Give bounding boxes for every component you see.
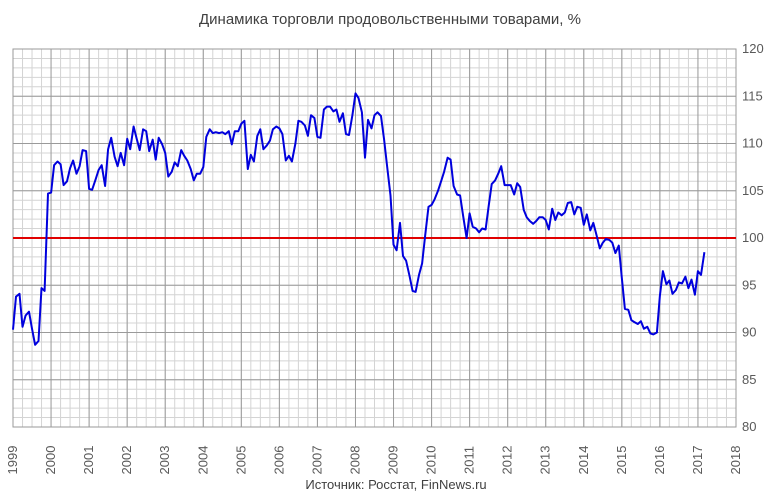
x-tick-label: 2000	[43, 446, 58, 475]
x-tick-label: 2003	[157, 446, 172, 475]
x-tick-label: 2018	[728, 446, 743, 475]
y-tick-label: 90	[742, 325, 756, 340]
y-tick-label: 120	[742, 41, 764, 56]
chart-title: Динамика торговли продовольственными тов…	[199, 11, 581, 28]
y-tick-label: 85	[742, 372, 756, 387]
x-axis-labels: 1999 2000 2001 2002 2003 2004 2005 2006 2007 2008…	[5, 446, 743, 475]
x-tick-label: 2001	[81, 446, 96, 475]
x-tick-label: 2014	[576, 446, 591, 475]
x-tick-label: 2008	[347, 446, 362, 475]
x-tick-label: 2011	[462, 446, 477, 474]
x-tick-label: 2002	[119, 446, 134, 475]
x-tick-label: 2007	[309, 446, 324, 475]
source-note: Источник: Росстат, FinNews.ru	[305, 477, 486, 492]
x-tick-label: 2005	[233, 446, 248, 475]
y-tick-label: 80	[742, 419, 756, 434]
y-tick-label: 100	[742, 230, 764, 245]
y-tick-label: 110	[742, 136, 763, 151]
x-tick-label: 2016	[652, 446, 667, 475]
x-tick-label: 2010	[424, 446, 439, 475]
x-tick-label: 2009	[386, 446, 401, 475]
y-tick-label: 95	[742, 277, 756, 292]
x-tick-label: 2012	[500, 446, 515, 475]
x-tick-label: 2004	[195, 446, 210, 475]
x-tick-label: 2006	[271, 446, 286, 475]
x-tick-label: 2013	[538, 446, 553, 475]
y-axis-labels: 80 85 90 95 100 105 110 115 120	[742, 41, 764, 434]
y-tick-label: 115	[742, 88, 763, 103]
series-line	[12, 92, 706, 346]
x-tick-label: 2015	[614, 446, 629, 475]
y-tick-label: 105	[742, 183, 764, 198]
x-tick-label: 2017	[690, 446, 705, 475]
x-tick-label: 1999	[5, 446, 20, 475]
